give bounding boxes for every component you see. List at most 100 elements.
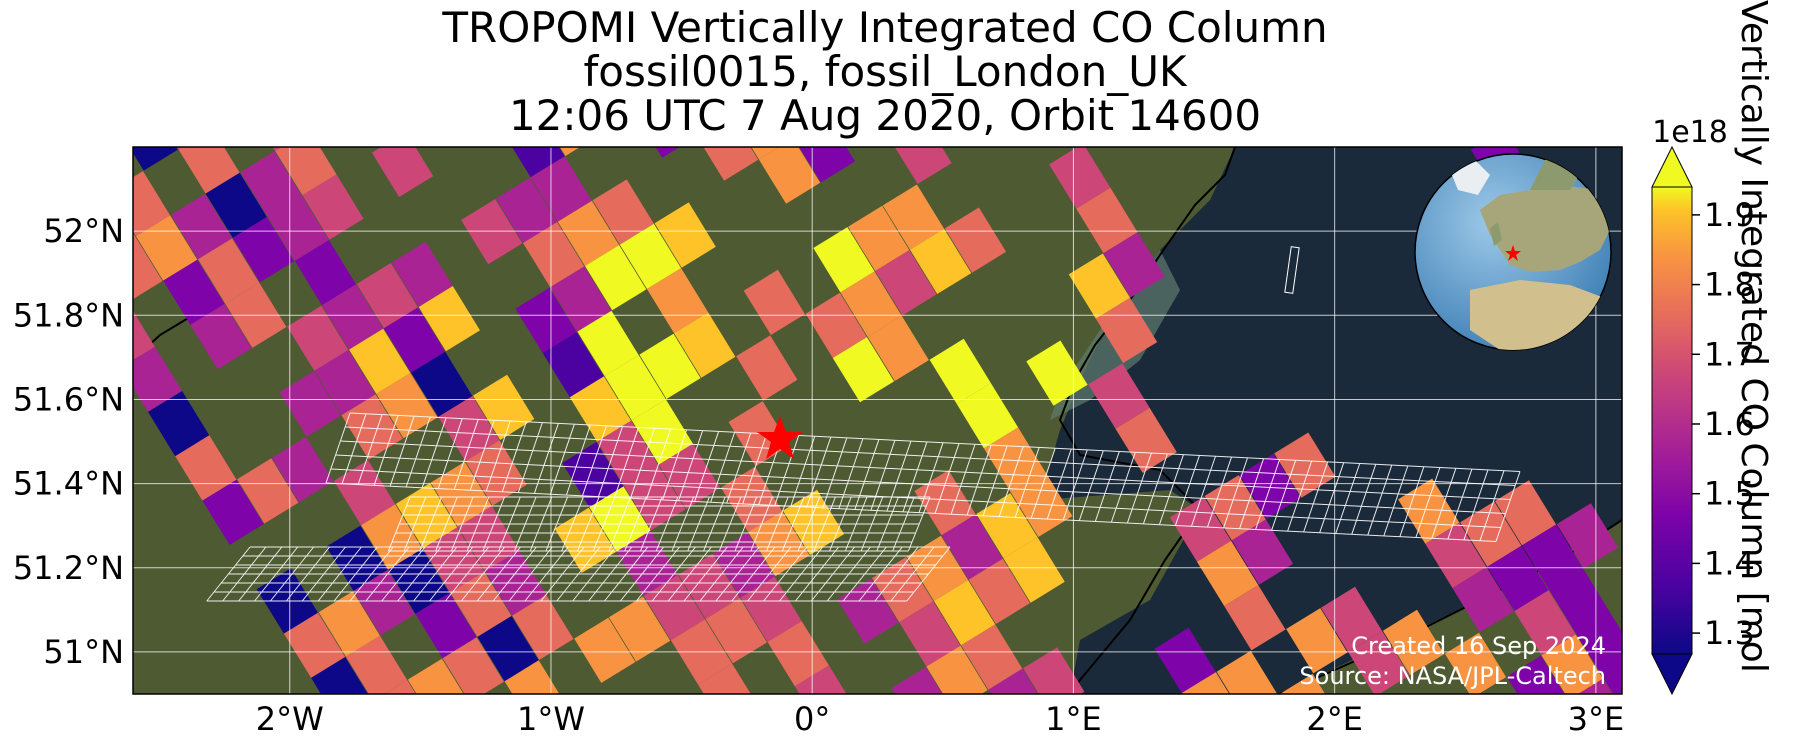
footprint-line <box>482 496 506 552</box>
co-pixel <box>504 660 560 694</box>
footprint-line <box>886 440 912 512</box>
footprint-line <box>1319 462 1345 533</box>
co-pixel <box>848 205 910 271</box>
footprint-line <box>934 443 960 514</box>
footprint-line <box>806 436 832 508</box>
footprint-line <box>829 496 852 552</box>
co-pixel <box>450 571 512 637</box>
footprint-line <box>545 496 569 552</box>
footprint-line <box>918 442 944 513</box>
co-pixel <box>629 706 690 742</box>
co-pixel <box>926 645 988 694</box>
footprint-line <box>485 420 511 492</box>
footprint-line <box>549 424 575 495</box>
co-pixel <box>1522 524 1584 590</box>
footprint-line <box>381 546 426 602</box>
footprint-line <box>797 496 821 552</box>
co-pixel <box>767 621 829 687</box>
footprint-line <box>630 428 655 499</box>
footprint-line <box>810 546 855 602</box>
footprint-line <box>1447 468 1473 540</box>
colorbar-tick-label: 1.9 <box>1704 196 1755 234</box>
footprint-line <box>763 546 808 602</box>
footprint-line <box>373 415 399 486</box>
co-pixel <box>1348 631 1410 694</box>
co-pixel <box>1506 655 1565 694</box>
footprint-line <box>876 496 899 552</box>
co-pixel <box>1320 586 1383 652</box>
co-pixel <box>1514 590 1576 656</box>
footprint-line <box>1303 461 1329 533</box>
footprint-line <box>270 546 315 602</box>
co-pixel <box>799 147 855 183</box>
footprint-line <box>1479 470 1505 541</box>
footprint-line <box>325 482 1497 542</box>
footprint-line <box>581 425 607 496</box>
co-pixel <box>837 578 899 644</box>
source-credit: Source: NASA/JPL-Caltech <box>1299 662 1606 690</box>
co-pixel <box>577 310 639 376</box>
co-pixel <box>569 376 632 442</box>
co-pixel <box>163 259 225 325</box>
footprint-line <box>498 496 521 552</box>
co-pixel <box>271 437 334 503</box>
footprint-line <box>501 421 527 492</box>
footprint-line <box>874 546 919 602</box>
footprint-line <box>620 546 665 602</box>
co-pixel <box>240 151 302 217</box>
co-pixel <box>882 184 945 250</box>
co-pixel <box>906 535 969 601</box>
co-pixel <box>279 371 341 437</box>
co-pixel <box>589 486 651 552</box>
target-star <box>757 416 803 459</box>
co-pixel <box>178 147 240 194</box>
footprint-line <box>671 496 695 552</box>
footprint-line <box>1223 457 1249 529</box>
co-pixel <box>1556 503 1619 569</box>
co-pixel <box>751 147 780 160</box>
footprint-line <box>437 418 463 489</box>
footprint-line <box>450 496 474 552</box>
created-credit: Created 16 Sep 2024 <box>1351 632 1606 660</box>
co-pixel <box>961 624 1023 690</box>
colorbar-tick-label: 1.8 <box>1704 266 1755 304</box>
colorbar: 1e18 1.3 1.4 1.5 1.6 1.7 1.8 1.9 Vertically In… <box>1651 0 1774 696</box>
footprint-line <box>389 416 415 487</box>
co-pixel <box>515 287 577 353</box>
co-pixel <box>1169 496 1232 562</box>
co-pixel <box>968 558 1030 624</box>
footprint-line <box>890 546 935 602</box>
footprint-line <box>222 546 267 602</box>
co-pixel <box>674 312 736 378</box>
co-pixel <box>465 440 527 506</box>
co-pixel <box>647 268 709 334</box>
colorbar-extend-max <box>1651 145 1693 188</box>
footprint-line <box>397 546 442 602</box>
footprint-line <box>699 546 744 602</box>
footprint-line <box>387 496 411 552</box>
footprint-line <box>524 546 569 602</box>
co-pixel <box>133 310 155 361</box>
y-tick-label: 51.2°N <box>13 549 124 587</box>
globe-british-isles <box>1490 222 1502 246</box>
footprint-line <box>667 546 712 602</box>
globe-target-star <box>1505 245 1521 261</box>
footprint-line <box>476 546 521 602</box>
footprint-line <box>998 446 1024 517</box>
co-pixel <box>148 391 210 457</box>
co-pixel <box>1460 501 1522 567</box>
co-pixel <box>720 466 783 532</box>
footprint-line <box>561 496 584 552</box>
map-frame <box>132 146 1623 695</box>
footprint-line <box>790 436 816 507</box>
axis-ticks: 2°W 1°W 0° 1°E 2°E 3°E 52°N 51.8°N 51.6°N 51.4°N 5… <box>13 212 1624 738</box>
co-pixel <box>133 236 163 300</box>
co-pixel <box>1578 678 1613 694</box>
footprint-line <box>254 546 299 602</box>
footprint-line <box>592 496 616 552</box>
footprint-line <box>734 496 758 552</box>
footprint-line <box>860 496 884 552</box>
co-pixel <box>302 174 364 240</box>
footprint-line <box>540 546 585 602</box>
co-pixel <box>190 304 252 370</box>
